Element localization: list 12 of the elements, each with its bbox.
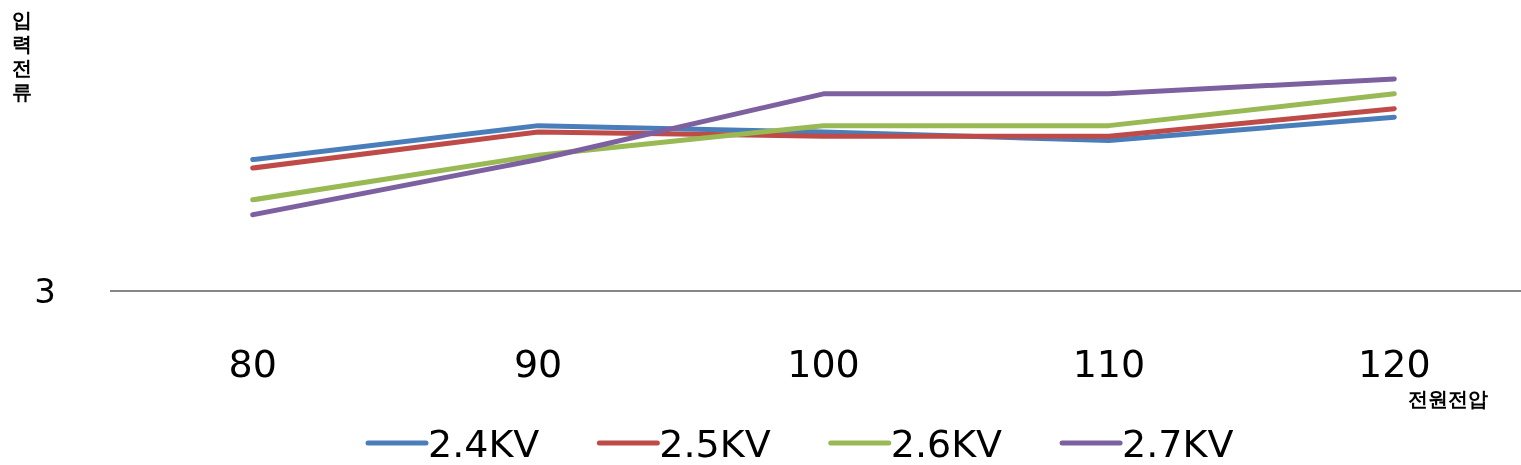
y-axis-title: 입력전류 bbox=[12, 8, 32, 104]
x-tick-label: 80 bbox=[228, 342, 277, 386]
legend-label: 2.6KV bbox=[890, 422, 1003, 465]
x-tick-label: 110 bbox=[1072, 342, 1146, 386]
text: 3 bbox=[34, 271, 56, 311]
legend-label: 2.5KV bbox=[659, 422, 771, 465]
x-tick-label: 100 bbox=[787, 342, 860, 386]
x-axis-title: 전원전압 bbox=[1408, 387, 1488, 411]
x-tick-label: 90 bbox=[513, 342, 563, 386]
legend-label: 2.7KV bbox=[1122, 422, 1234, 465]
x-tick-label: 120 bbox=[1358, 342, 1431, 386]
legend-label: 2.4KV bbox=[428, 422, 540, 465]
